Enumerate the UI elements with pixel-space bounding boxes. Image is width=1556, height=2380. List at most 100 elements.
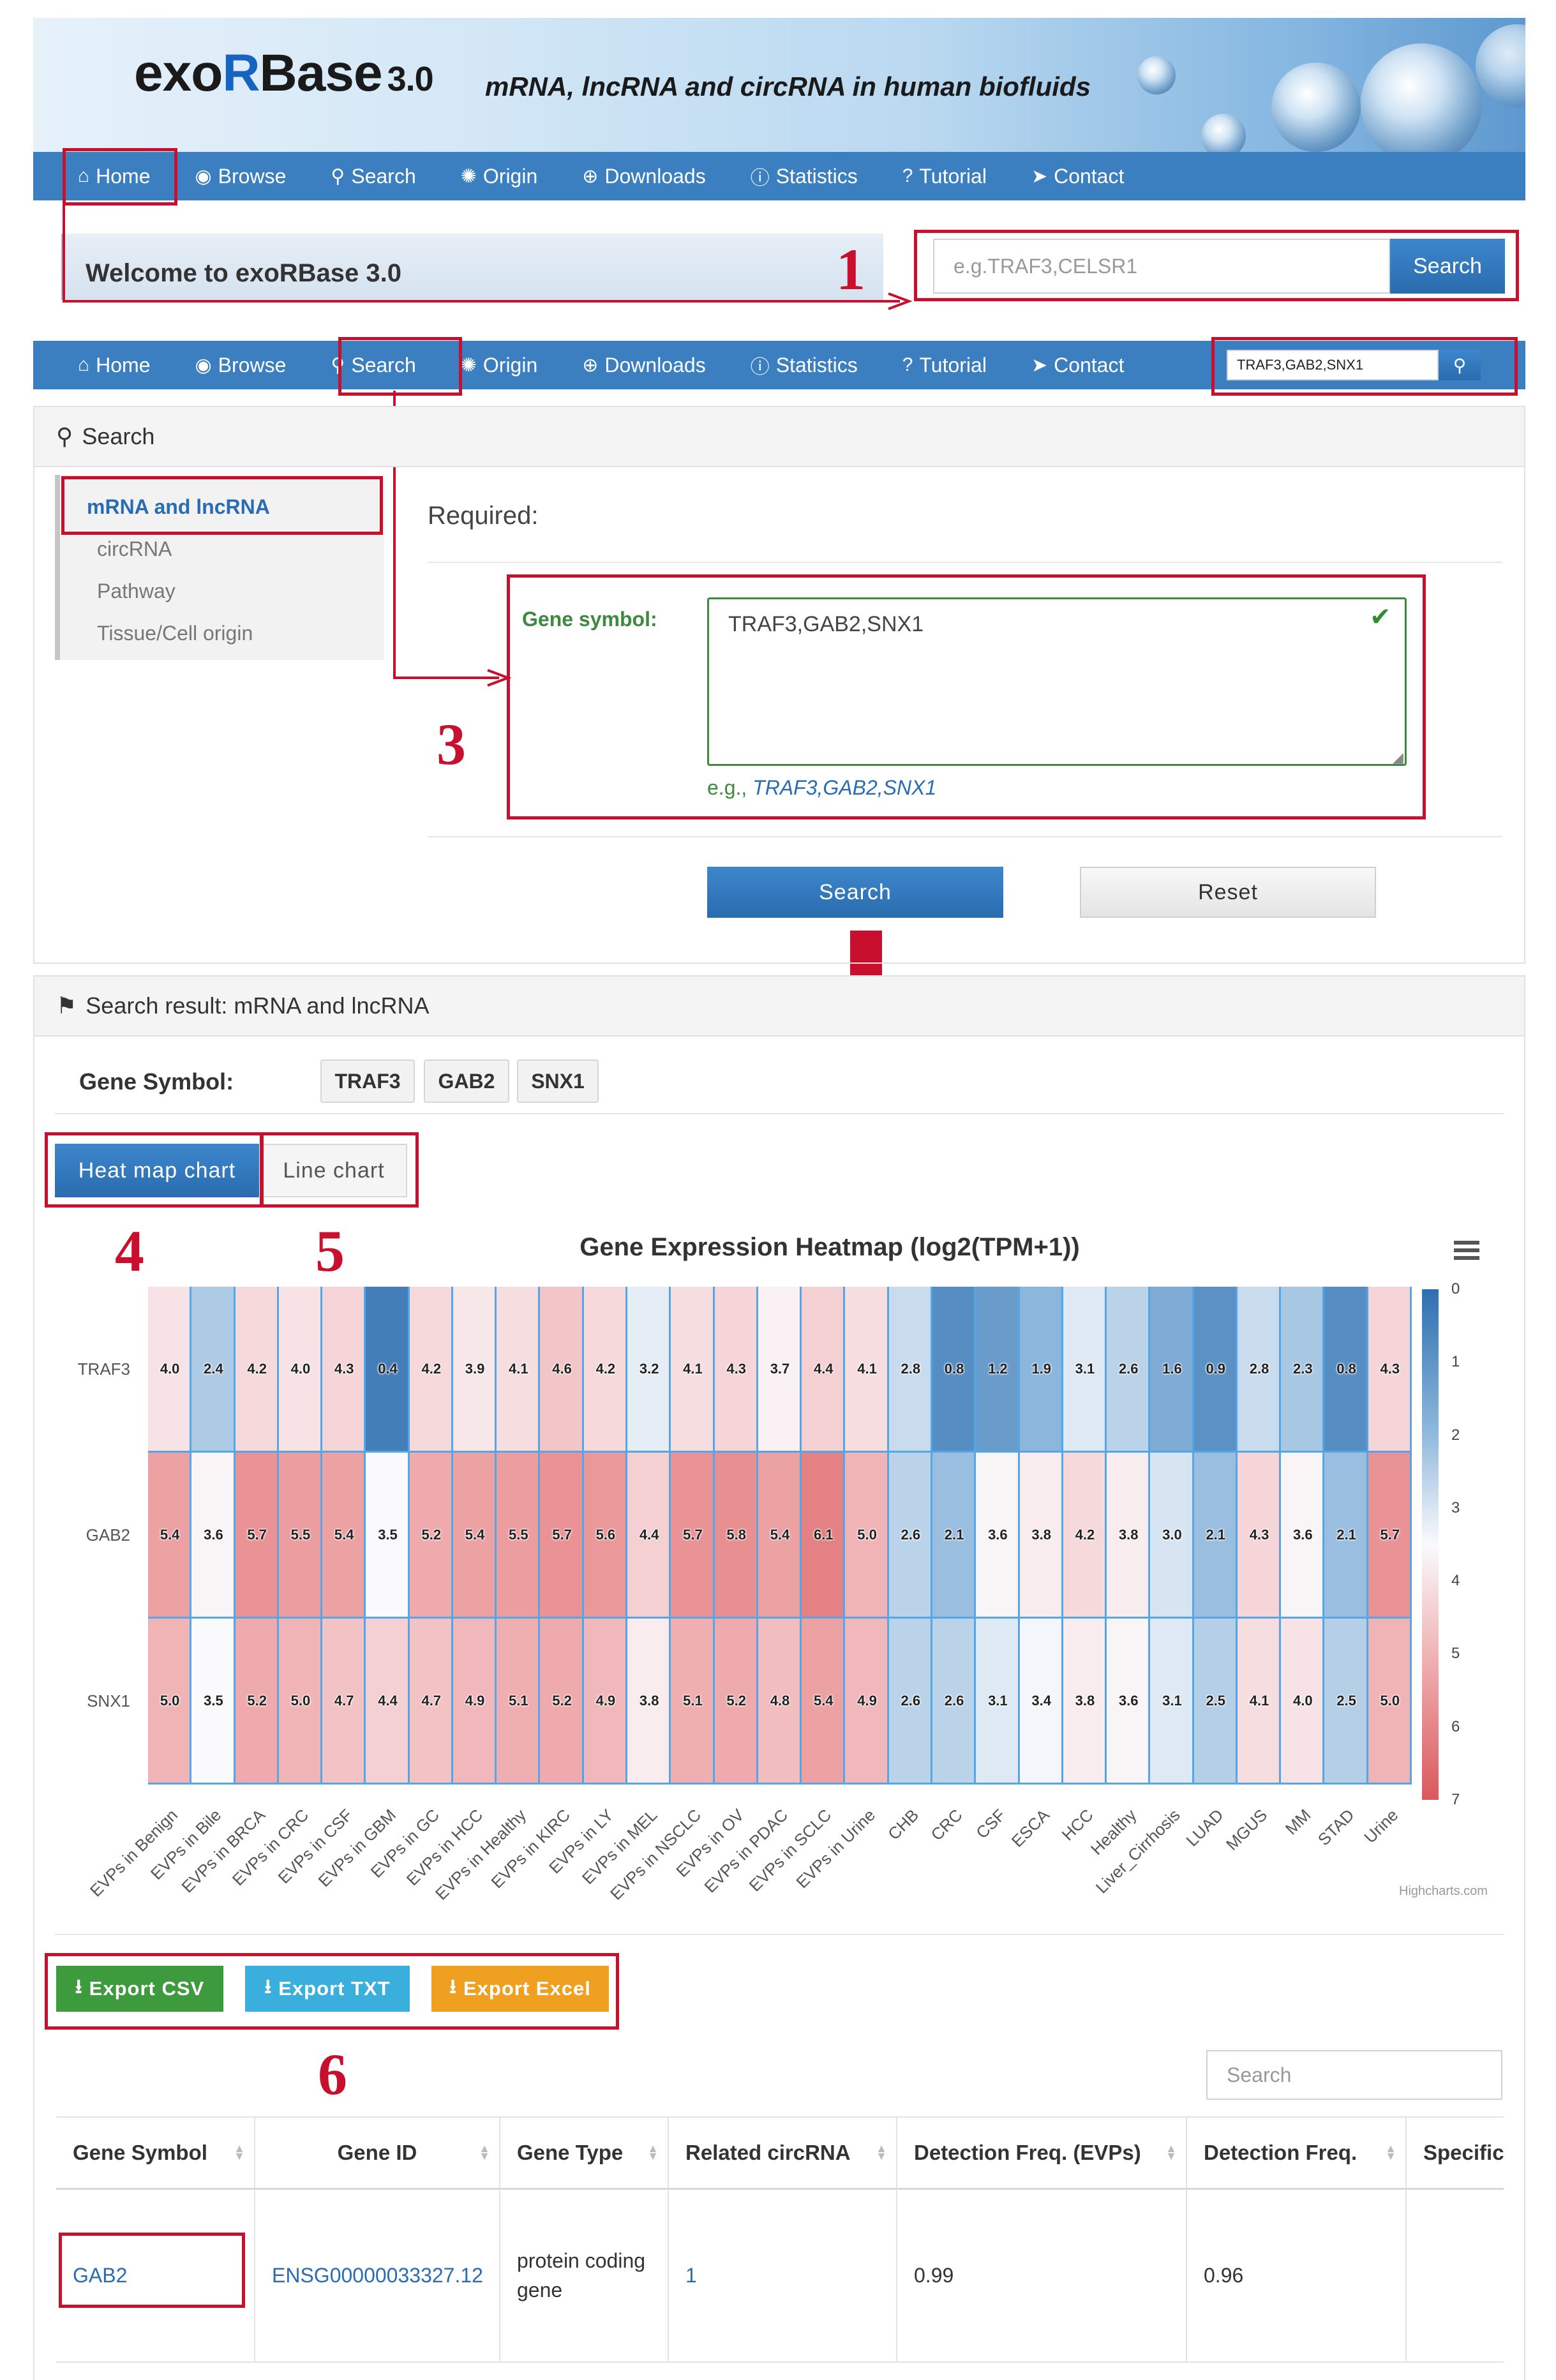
main-nav: ⌂ Home ◉ Browse ⚲ Search ✺ Origin ⊕ Downloads… bbox=[33, 152, 1525, 200]
nav-statistics[interactable]: ⓘ Statistics bbox=[751, 351, 858, 379]
divider bbox=[55, 1934, 1504, 1935]
nav-search-button[interactable]: ⚲ bbox=[1439, 350, 1481, 380]
sidebar-item-pathway[interactable]: Pathway bbox=[97, 580, 176, 602]
gene-symbol-textarea[interactable]: TRAF3,GAB2,SNX1 bbox=[707, 597, 1407, 766]
highlight-box bbox=[1211, 337, 1518, 396]
cell-related-circrna[interactable]: 1 bbox=[669, 2189, 897, 2361]
gene-symbol-link[interactable]: GAB2 bbox=[73, 2263, 128, 2287]
chart-credit[interactable]: Highcharts.com bbox=[1399, 1884, 1488, 1898]
export-csv-button[interactable]: ⭳ Export CSV bbox=[56, 1966, 223, 2012]
info-icon: ⓘ bbox=[750, 168, 770, 189]
nav-home[interactable]: ⌂ Home bbox=[78, 165, 150, 188]
nav-downloads[interactable]: ⊕ Downloads bbox=[582, 354, 705, 377]
tab-heatmap[interactable]: Heat map chart bbox=[55, 1144, 259, 1197]
export-excel-button[interactable]: ⭳ Export Excel bbox=[431, 1966, 609, 2012]
nav-label: Downloads bbox=[604, 353, 706, 377]
home-icon: ⌂ bbox=[78, 354, 90, 375]
download-icon: ⭳ bbox=[264, 1975, 273, 1998]
gene-symbol-label: Gene symbol: bbox=[522, 608, 657, 631]
reset-button[interactable]: Reset bbox=[1080, 867, 1376, 918]
search-button[interactable]: Search bbox=[707, 867, 1003, 918]
logo-text: Base bbox=[259, 44, 383, 102]
search-icon: ⚲ bbox=[1453, 355, 1467, 375]
highlight-box bbox=[45, 1953, 619, 2030]
search-sidebar: mRNA and lncRNA circRNA Pathway Tissue/C… bbox=[55, 475, 384, 660]
button-label: Export TXT bbox=[278, 1977, 391, 2000]
vesicle-image bbox=[1361, 43, 1482, 152]
resize-handle-icon[interactable]: ◢ bbox=[1393, 749, 1403, 765]
sort-icon: ▲ ▼ bbox=[647, 2142, 659, 2162]
nav-origin[interactable]: ✺ Origin bbox=[461, 354, 538, 377]
cell-detection-freq: 0.96 bbox=[1187, 2189, 1407, 2361]
nav-contact[interactable]: ➤ Contact bbox=[1031, 165, 1124, 188]
button-label: Export Excel bbox=[463, 1977, 591, 2000]
quick-search-button[interactable]: Search bbox=[1390, 239, 1505, 294]
step-number: 1 bbox=[836, 237, 865, 302]
results-panel-header: ⚑ Search result: mRNA and lncRNA bbox=[33, 975, 1525, 1037]
gene-tag[interactable]: TRAF3 bbox=[320, 1059, 415, 1103]
nav-contact[interactable]: ➤ Contact bbox=[1031, 354, 1124, 377]
nav-label: Browse bbox=[218, 164, 287, 188]
header-label: Detection Freq. (EVPs) bbox=[914, 2141, 1141, 2164]
nav-statistics[interactable]: ⓘ Statistics bbox=[751, 162, 858, 190]
step-number: 6 bbox=[318, 2042, 347, 2107]
column-header-gene-id[interactable]: Gene ID ▲ ▼ bbox=[255, 2118, 500, 2188]
results-table bbox=[56, 2116, 1504, 2118]
panel-title: Search result: mRNA and lncRNA bbox=[86, 992, 430, 1019]
nav-search-input[interactable]: TRAF3,GAB2,SNX1 bbox=[1227, 350, 1439, 380]
sort-icon: ▲ ▼ bbox=[876, 2142, 887, 2162]
sidebar-item-circrna[interactable]: circRNA bbox=[97, 537, 172, 560]
column-header-gene-type[interactable]: Gene Type ▲ ▼ bbox=[500, 2118, 669, 2188]
table-search-input[interactable]: Search bbox=[1206, 2050, 1502, 2100]
nav-tutorial[interactable]: ? Tutorial bbox=[902, 354, 987, 377]
highlight-box bbox=[507, 574, 1426, 820]
nav-search[interactable]: ⚲ Search bbox=[331, 165, 415, 188]
nav-origin[interactable]: ✺ Origin bbox=[461, 165, 538, 188]
header-label: Gene Symbol bbox=[73, 2141, 207, 2164]
download-icon: ⭳ bbox=[75, 1975, 83, 1998]
cell-gene-id[interactable]: ENSG00000033327.12 bbox=[255, 2189, 500, 2361]
nav-browse[interactable]: ◉ Browse bbox=[195, 354, 286, 377]
vesicle-image bbox=[1201, 114, 1246, 152]
eye-icon: ◉ bbox=[195, 354, 212, 376]
welcome-title: Welcome to exoRBase 3.0 bbox=[61, 234, 883, 300]
table-header-border bbox=[56, 2188, 1504, 2190]
column-header-specific[interactable]: Specific bbox=[1407, 2118, 1504, 2188]
nav-browse[interactable]: ◉ Browse bbox=[195, 165, 286, 188]
export-txt-button[interactable]: ⭳ Export TXT bbox=[245, 1966, 410, 2012]
nav-home[interactable]: ⌂ Home bbox=[78, 354, 150, 377]
nav-label: Statistics bbox=[775, 164, 858, 188]
nav-downloads[interactable]: ⊕ Downloads bbox=[582, 165, 705, 188]
example-link[interactable]: TRAF3,GAB2,SNX1 bbox=[752, 776, 937, 799]
search-icon: ⚲ bbox=[331, 165, 345, 187]
nav-label: Search bbox=[351, 164, 416, 188]
quick-search-input[interactable]: e.g.TRAF3,CELSR1 bbox=[933, 239, 1390, 294]
sidebar-item-mrna-lncrna[interactable]: mRNA and lncRNA bbox=[87, 495, 270, 518]
column-header-gene-symbol[interactable]: Gene Symbol ▲ ▼ bbox=[56, 2118, 255, 2188]
column-header-detection-evps[interactable]: Detection Freq. (EVPs) ▲ ▼ bbox=[897, 2118, 1187, 2188]
divider bbox=[55, 1113, 1504, 1114]
search-panel-body bbox=[33, 467, 1525, 964]
gene-tag[interactable]: SNX1 bbox=[517, 1059, 599, 1103]
cell-detection-evps: 0.99 bbox=[897, 2189, 1187, 2361]
site-logo[interactable]: exoRBase 3.0 bbox=[134, 43, 434, 103]
sort-icon: ▲ ▼ bbox=[1165, 2142, 1177, 2162]
origin-icon: ✺ bbox=[460, 165, 477, 187]
send-icon: ➤ bbox=[1031, 165, 1048, 187]
chart-menu-icon[interactable] bbox=[1454, 1241, 1479, 1264]
cell-gene-symbol[interactable]: GAB2 bbox=[56, 2189, 255, 2361]
step-number: 5 bbox=[315, 1218, 345, 1284]
table-row-border bbox=[56, 2361, 1504, 2363]
sidebar-item-tissue-origin[interactable]: Tissue/Cell origin bbox=[97, 622, 253, 645]
column-header-detection-freq[interactable]: Detection Freq. ▲ ▼ bbox=[1187, 2118, 1407, 2188]
sort-icon: ▲ ▼ bbox=[479, 2142, 490, 2162]
step-number: 4 bbox=[115, 1218, 144, 1284]
gene-id-link[interactable]: ENSG00000033327.12 bbox=[272, 2263, 483, 2287]
gene-tag[interactable]: GAB2 bbox=[424, 1059, 509, 1103]
divider bbox=[428, 562, 1502, 563]
related-circrna-link[interactable]: 1 bbox=[685, 2263, 697, 2287]
header-label: Related circRNA bbox=[685, 2141, 851, 2164]
column-header-related-circrna[interactable]: Related circRNA ▲ ▼ bbox=[669, 2118, 897, 2188]
highlight-box bbox=[45, 1132, 263, 1208]
nav-tutorial[interactable]: ? Tutorial bbox=[902, 165, 987, 188]
